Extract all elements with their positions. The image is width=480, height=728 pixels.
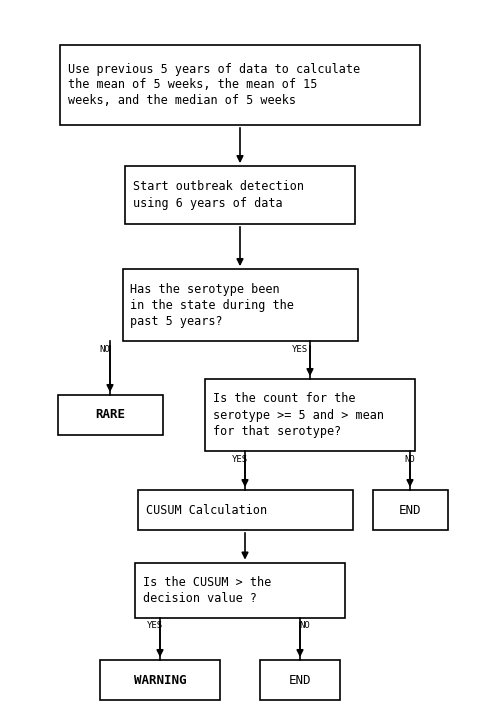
FancyBboxPatch shape <box>205 379 415 451</box>
Text: NO: NO <box>100 345 110 354</box>
FancyBboxPatch shape <box>372 490 447 530</box>
Text: CUSUM Calculation: CUSUM Calculation <box>145 504 266 516</box>
Text: NO: NO <box>405 455 415 464</box>
Text: Is the count for the
serotype >= 5 and > mean
for that serotype?: Is the count for the serotype >= 5 and >… <box>213 392 384 438</box>
Text: YES: YES <box>232 455 248 464</box>
FancyBboxPatch shape <box>100 660 220 700</box>
Text: END: END <box>289 673 311 687</box>
Text: NO: NO <box>300 622 311 630</box>
Text: YES: YES <box>292 345 308 354</box>
FancyBboxPatch shape <box>135 563 345 617</box>
FancyBboxPatch shape <box>137 490 352 530</box>
Text: Start outbreak detection
using 6 years of data: Start outbreak detection using 6 years o… <box>133 181 304 210</box>
Text: Is the CUSUM > the
decision value ?: Is the CUSUM > the decision value ? <box>143 576 271 604</box>
Text: Use previous 5 years of data to calculate
the mean of 5 weeks, the mean of 15
we: Use previous 5 years of data to calculat… <box>68 63 360 108</box>
Text: RARE: RARE <box>95 408 125 422</box>
Text: YES: YES <box>147 622 163 630</box>
Text: WARNING: WARNING <box>134 673 186 687</box>
Text: Has the serotype been
in the state during the
past 5 years?: Has the serotype been in the state durin… <box>131 282 294 328</box>
FancyBboxPatch shape <box>260 660 340 700</box>
FancyBboxPatch shape <box>58 395 163 435</box>
Text: END: END <box>399 504 421 516</box>
FancyBboxPatch shape <box>60 45 420 125</box>
FancyBboxPatch shape <box>122 269 358 341</box>
FancyBboxPatch shape <box>125 166 355 224</box>
